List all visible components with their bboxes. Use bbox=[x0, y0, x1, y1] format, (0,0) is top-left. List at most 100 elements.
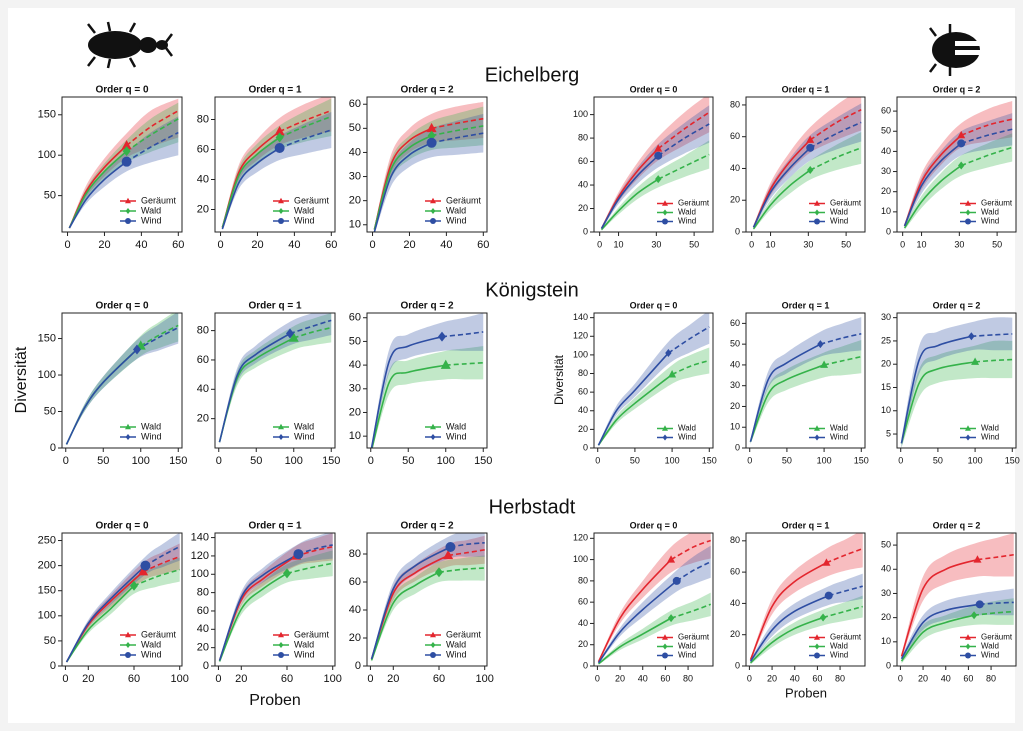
y-tick-label: 60 bbox=[349, 98, 361, 110]
y-tick-label: 80 bbox=[578, 368, 588, 378]
panel-title: Order q = 1 bbox=[782, 84, 830, 94]
y-tick-label: 80 bbox=[197, 113, 209, 125]
panel-title: Order q = 1 bbox=[782, 520, 830, 530]
x-tick-label: 0 bbox=[747, 455, 752, 465]
y-tick-label: 40 bbox=[730, 598, 740, 608]
y-tick-label: 50 bbox=[881, 126, 891, 136]
x-tick-label: 20 bbox=[387, 673, 399, 685]
panel-title: Order q = 0 bbox=[630, 300, 678, 310]
y-tick-label: 50 bbox=[44, 635, 56, 647]
legend-label: Wald bbox=[294, 639, 314, 649]
x-tick-label: 0 bbox=[898, 455, 903, 465]
panel-title: Order q = 2 bbox=[933, 520, 981, 530]
observed-point bbox=[275, 143, 285, 153]
observed-point bbox=[673, 577, 681, 585]
panel-title: Order q = 1 bbox=[248, 521, 302, 532]
y-tick-label: 10 bbox=[881, 405, 891, 415]
y-tick-label: 100 bbox=[573, 109, 588, 119]
y-tick-label: 20 bbox=[881, 612, 891, 622]
y-tick-label: 100 bbox=[38, 369, 56, 381]
observed-point bbox=[957, 139, 965, 147]
x-tick-label: 0 bbox=[900, 239, 905, 249]
legend-marker bbox=[814, 653, 820, 659]
panel-title: Order q = 2 bbox=[933, 300, 981, 310]
observed-point bbox=[806, 144, 814, 152]
y-tick-label: 40 bbox=[197, 623, 209, 635]
x-tick-label: 0 bbox=[62, 673, 68, 685]
y-tick-label: 40 bbox=[197, 173, 209, 185]
y-tick-label: 0 bbox=[583, 442, 588, 452]
y-tick-label: 50 bbox=[881, 539, 891, 549]
legend-label: Wind bbox=[830, 433, 848, 442]
y-tick-label: 40 bbox=[881, 564, 891, 574]
y-tick-label: 60 bbox=[730, 566, 740, 576]
y-tick-label: 20 bbox=[881, 359, 891, 369]
y-tick-label: 80 bbox=[197, 325, 209, 337]
legend-label: Geräumt bbox=[830, 633, 862, 642]
y-tick-label: 60 bbox=[578, 597, 588, 607]
legend-label: Geräumt bbox=[446, 195, 482, 205]
legend-label: Wald bbox=[678, 642, 696, 651]
x-tick-label: 40 bbox=[638, 673, 648, 683]
panel-title: Order q = 0 bbox=[95, 85, 149, 96]
y-tick-label: 60 bbox=[881, 105, 891, 115]
panel: Order q = 201030500102030405060GeräumtWa… bbox=[881, 84, 1016, 249]
y-tick-label: 0 bbox=[583, 226, 588, 236]
y-axis-label: Diversität bbox=[552, 354, 566, 405]
x-tick-label: 0 bbox=[368, 455, 374, 467]
legend-label: Geräumt bbox=[678, 633, 710, 642]
x-tick-label: 50 bbox=[841, 239, 851, 249]
x-tick-label: 150 bbox=[169, 455, 187, 467]
y-tick-label: 150 bbox=[38, 109, 56, 121]
y-tick-label: 60 bbox=[349, 576, 361, 588]
legend-label: Wald bbox=[141, 639, 161, 649]
x-tick-label: 30 bbox=[803, 239, 813, 249]
x-tick-label: 0 bbox=[216, 455, 222, 467]
x-tick-label: 50 bbox=[689, 239, 699, 249]
y-tick-label: 50 bbox=[730, 339, 740, 349]
x-tick-label: 150 bbox=[1005, 455, 1020, 465]
site-heading: Königstein bbox=[485, 279, 578, 301]
legend-label: Wind bbox=[294, 649, 315, 659]
x-tick-label: 150 bbox=[322, 455, 340, 467]
y-tick-label: 120 bbox=[191, 550, 209, 562]
y-tick-label: 20 bbox=[881, 186, 891, 196]
legend-marker bbox=[430, 652, 436, 658]
legend-label: Wald bbox=[141, 421, 161, 431]
x-tick-label: 60 bbox=[325, 239, 337, 251]
x-tick-label: 60 bbox=[281, 673, 293, 685]
x-tick-label: 0 bbox=[369, 239, 375, 251]
legend-label: Wald bbox=[294, 421, 314, 431]
y-tick-label: 30 bbox=[881, 166, 891, 176]
x-tick-label: 100 bbox=[817, 455, 832, 465]
legend-label: Geräumt bbox=[830, 199, 862, 208]
y-tick-label: 60 bbox=[349, 312, 361, 324]
observed-point bbox=[654, 152, 662, 160]
x-tick-label: 0 bbox=[595, 455, 600, 465]
x-tick-label: 100 bbox=[171, 673, 189, 685]
legend-marker bbox=[814, 219, 820, 225]
panel: Order q = 105010015020406080WaldWind bbox=[197, 301, 341, 467]
panel-title: Order q = 2 bbox=[400, 85, 454, 96]
y-tick-label: 150 bbox=[38, 332, 56, 344]
panel-title: Order q = 1 bbox=[248, 85, 302, 96]
y-tick-label: 40 bbox=[349, 146, 361, 158]
legend-label: Geräumt bbox=[141, 195, 177, 205]
y-tick-label: 30 bbox=[881, 588, 891, 598]
legend-marker bbox=[278, 218, 284, 224]
x-tick-label: 80 bbox=[835, 673, 845, 683]
y-tick-label: 20 bbox=[197, 642, 209, 654]
y-tick-label: 30 bbox=[881, 312, 891, 322]
legend-label: Wind bbox=[141, 431, 162, 441]
y-tick-label: 5 bbox=[886, 428, 891, 438]
y-tick-label: 120 bbox=[573, 533, 588, 543]
y-tick-label: 10 bbox=[881, 206, 891, 216]
x-tick-label: 30 bbox=[651, 239, 661, 249]
legend-marker bbox=[662, 653, 668, 659]
x-tick-label: 10 bbox=[917, 239, 927, 249]
x-tick-label: 40 bbox=[288, 239, 300, 251]
observed-point bbox=[293, 549, 303, 559]
panel: Order q = 202060100020406080GeräumtWaldW… bbox=[349, 521, 494, 685]
x-tick-label: 150 bbox=[474, 455, 492, 467]
